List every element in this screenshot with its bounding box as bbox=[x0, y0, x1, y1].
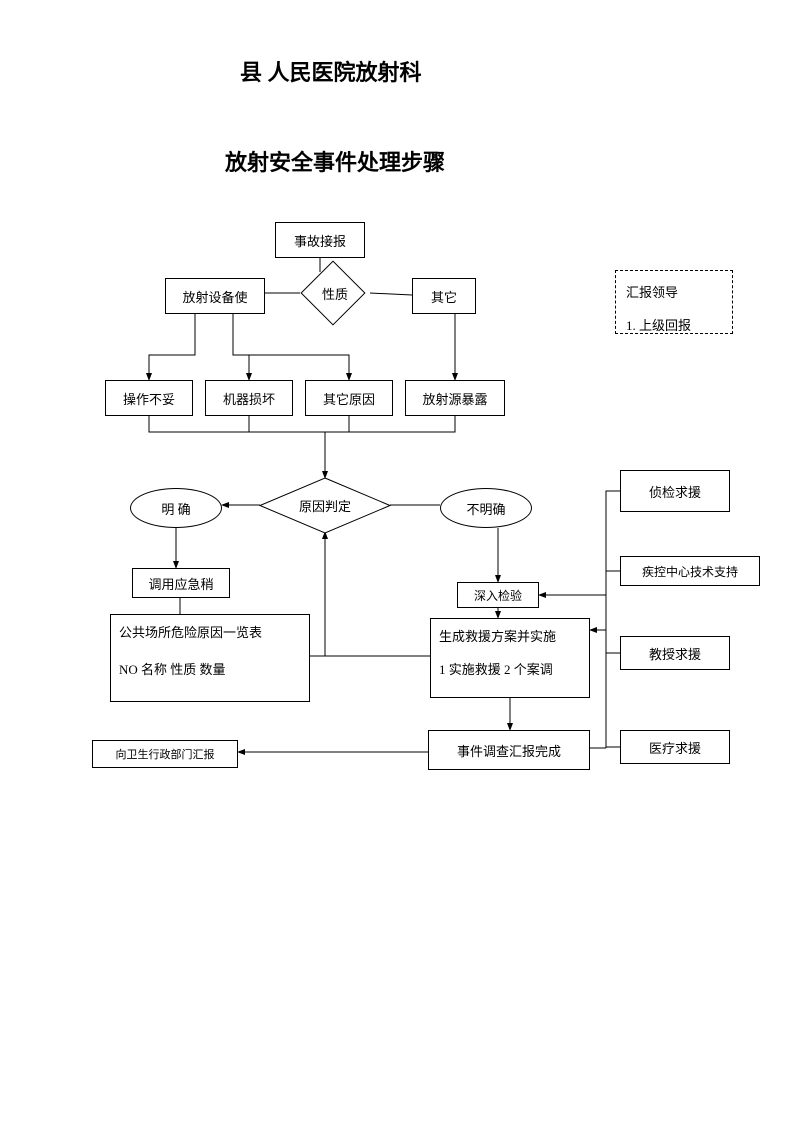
leader-line-1: 1. 上级回报 bbox=[626, 314, 722, 334]
node-label: 事故接报 bbox=[294, 231, 346, 250]
node-label: 医疗求援 bbox=[649, 738, 701, 757]
page-title-2: 放射安全事件处理步骤 bbox=[225, 145, 445, 177]
node-improper-op: 操作不妥 bbox=[105, 380, 193, 416]
node-emergency-plan: 调用应急稍 bbox=[132, 568, 230, 598]
node-label: 事件调查汇报完成 bbox=[457, 741, 561, 760]
node-radiation-equip: 放射设备使 bbox=[165, 278, 265, 314]
node-label: 向卫生行政部门汇报 bbox=[116, 746, 215, 762]
node-label: 操作不妥 bbox=[123, 389, 175, 408]
node-label: 调用应急稍 bbox=[148, 574, 213, 593]
node-label: 疾控中心技术支持 bbox=[642, 563, 738, 580]
node-label: 侦检求援 bbox=[649, 482, 701, 501]
node-detect-rescue: 侦检求援 bbox=[620, 470, 730, 512]
node-accident-report: 事故接报 bbox=[275, 222, 365, 258]
node-label: 其它 bbox=[431, 287, 457, 306]
rescue-line-0: 生成救援方案并实施 bbox=[439, 625, 556, 648]
hazard-line-0: 公共场所危险原因一览表 bbox=[119, 621, 262, 644]
node-source-exposed: 放射源暴露 bbox=[405, 380, 505, 416]
node-other-reason: 其它原因 bbox=[305, 380, 393, 416]
node-nature-label: 性质 bbox=[300, 268, 370, 318]
node-investigation-done: 事件调查汇报完成 bbox=[428, 730, 590, 770]
node-deep-check: 深入检验 bbox=[457, 582, 539, 608]
node-label: 明 确 bbox=[161, 499, 190, 518]
node-other-top: 其它 bbox=[412, 278, 476, 314]
node-label: 深入检验 bbox=[474, 587, 522, 604]
page-title-1: 县 人民医院放射科 bbox=[240, 55, 422, 87]
node-cdc-support: 疾控中心技术支持 bbox=[620, 556, 760, 586]
node-label: 机器损坏 bbox=[223, 389, 275, 408]
rescue-line-1: 1 实施救援 2 个案调 bbox=[439, 658, 556, 681]
node-medical-rescue: 医疗求援 bbox=[620, 730, 730, 764]
node-rescue-plan: 生成救援方案并实施 1 实施救援 2 个案调 bbox=[430, 618, 590, 698]
node-label: 不明确 bbox=[466, 499, 505, 518]
leader-line-0: 汇报领导 bbox=[626, 281, 722, 304]
node-label: 放射源暴露 bbox=[422, 389, 487, 408]
node-report-leader: 汇报领导 1. 上级回报 bbox=[615, 270, 733, 334]
node-unclear: 不明确 bbox=[440, 488, 532, 528]
node-hazard-table: 公共场所危险原因一览表 NO 名称 性质 数量 bbox=[110, 614, 310, 702]
node-label: 教授求援 bbox=[649, 644, 701, 663]
node-label: 放射设备使 bbox=[182, 287, 247, 306]
node-label: 其它原因 bbox=[323, 389, 375, 408]
node-teach-rescue: 教授求援 bbox=[620, 636, 730, 670]
node-machine-broken: 机器损坏 bbox=[205, 380, 293, 416]
node-clear: 明 确 bbox=[130, 488, 222, 528]
hazard-line-1: NO 名称 性质 数量 bbox=[119, 658, 262, 681]
node-report-health-dept: 向卫生行政部门汇报 bbox=[92, 740, 238, 768]
node-cause-judge-label: 原因判定 bbox=[260, 478, 390, 533]
